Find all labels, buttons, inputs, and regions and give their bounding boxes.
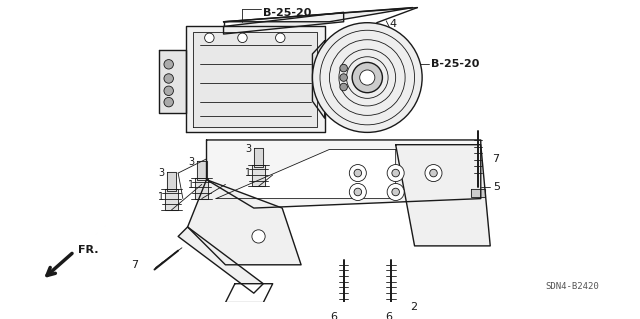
Circle shape [340, 83, 348, 91]
Polygon shape [216, 149, 396, 199]
Text: 3: 3 [188, 157, 194, 167]
Polygon shape [165, 189, 178, 210]
Polygon shape [188, 180, 301, 265]
Polygon shape [159, 50, 186, 114]
Polygon shape [207, 140, 481, 208]
Circle shape [392, 169, 399, 177]
Polygon shape [167, 172, 176, 191]
Text: B-25-20: B-25-20 [431, 59, 479, 69]
Circle shape [352, 63, 383, 93]
Circle shape [387, 183, 404, 200]
Text: 1: 1 [245, 168, 251, 178]
Circle shape [360, 70, 375, 85]
Polygon shape [193, 32, 317, 127]
Circle shape [312, 23, 422, 132]
Circle shape [205, 33, 214, 42]
Circle shape [276, 33, 285, 42]
Circle shape [354, 169, 362, 177]
Text: 6: 6 [331, 312, 338, 319]
Circle shape [340, 74, 348, 81]
Polygon shape [197, 161, 207, 180]
Circle shape [252, 230, 265, 243]
Text: 5: 5 [493, 182, 500, 192]
Text: SDN4-B2420: SDN4-B2420 [545, 282, 599, 291]
Polygon shape [195, 178, 209, 199]
Text: 3: 3 [245, 145, 251, 154]
Circle shape [354, 188, 362, 196]
Text: 3: 3 [158, 168, 164, 178]
Polygon shape [223, 8, 413, 22]
Text: 6: 6 [385, 312, 392, 319]
Polygon shape [186, 26, 324, 132]
Text: FR.: FR. [78, 245, 99, 255]
Text: 1: 1 [188, 180, 194, 190]
Circle shape [349, 183, 366, 200]
Text: 2: 2 [410, 302, 417, 312]
Text: 1: 1 [158, 192, 164, 202]
Circle shape [392, 188, 399, 196]
Polygon shape [312, 41, 324, 118]
Polygon shape [383, 306, 399, 314]
Polygon shape [252, 166, 265, 186]
Circle shape [164, 74, 173, 83]
Circle shape [237, 33, 247, 42]
Circle shape [429, 169, 437, 177]
Polygon shape [178, 227, 263, 293]
Circle shape [164, 86, 173, 95]
Polygon shape [396, 145, 490, 246]
Text: B-25-20: B-25-20 [263, 8, 312, 18]
Text: 4: 4 [389, 19, 396, 29]
Circle shape [340, 64, 348, 72]
Polygon shape [223, 12, 344, 34]
Text: 7: 7 [492, 154, 499, 164]
Polygon shape [336, 306, 351, 314]
Circle shape [349, 165, 366, 182]
Polygon shape [225, 284, 273, 303]
Circle shape [164, 60, 173, 69]
Circle shape [425, 165, 442, 182]
Polygon shape [471, 189, 484, 197]
Circle shape [164, 97, 173, 107]
Text: 7: 7 [131, 260, 138, 270]
Circle shape [387, 165, 404, 182]
Polygon shape [254, 148, 263, 167]
